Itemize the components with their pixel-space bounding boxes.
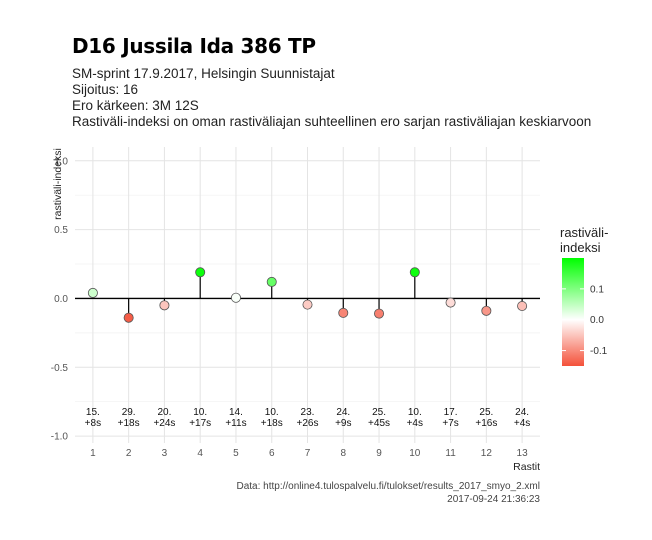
chart-title: D16 Jussila Ida 386 TP: [72, 34, 316, 58]
point-4: [195, 267, 206, 278]
legend-colorbar: [562, 258, 584, 366]
point-3: [159, 300, 170, 311]
data-source-caption: Data: http://online4.tulospalvelu.fi/tul…: [236, 481, 540, 492]
x-tick-label: 8: [340, 448, 346, 459]
point-label-rank-2: 29.: [122, 407, 136, 418]
point-label-rank-9: 25.: [372, 407, 386, 418]
legend-tick-label: 0.0: [590, 315, 604, 326]
point-label-rank-1: 15.: [86, 407, 100, 418]
point-12: [481, 305, 492, 316]
x-tick-label: 6: [269, 448, 275, 459]
point-1: [87, 287, 98, 298]
x-tick-label: 9: [376, 448, 382, 459]
point-label-diff-11: +7s: [442, 418, 458, 429]
point-label-diff-9: +45s: [368, 418, 390, 429]
point-label-rank-5: 14.: [229, 407, 243, 418]
x-tick-label: 3: [162, 448, 168, 459]
y-tick-label: 1.0: [54, 156, 68, 167]
point-label-diff-4: +17s: [189, 418, 211, 429]
point-label-rank-11: 17.: [444, 407, 458, 418]
legend-tick-label: 0.1: [590, 284, 604, 295]
legend-title-line-1: rastiväli-: [560, 225, 608, 240]
x-axis-ticks: 1 2 3 4 5 6 7 8 9 10 11 12 13: [90, 448, 528, 459]
x-tick-label: 13: [517, 448, 529, 459]
point-label-diff-3: +24s: [153, 418, 175, 429]
point-labels: 15.+8s29.+18s20.+24s10.+17s14.+11s10.+18…: [85, 407, 531, 429]
point-label-rank-6: 10.: [265, 407, 279, 418]
point-label-rank-13: 24.: [515, 407, 529, 418]
y-axis-ticks: 1.0 0.5 0.0 -0.5 -1.0: [51, 156, 69, 442]
chart-subtitle-line-4: Rastiväli-indeksi on oman rastiväliajan …: [72, 114, 592, 129]
chart-subtitle-line-1: SM-sprint 17.9.2017, Helsingin Suunnista…: [72, 66, 335, 81]
point-label-diff-10: +4s: [407, 418, 423, 429]
chart-subtitle-line-3: Ero kärkeen: 3M 12S: [72, 98, 199, 113]
x-tick-label: 11: [445, 448, 456, 459]
point-6: [266, 276, 277, 287]
point-7: [302, 299, 313, 310]
point-label-diff-2: +18s: [118, 418, 140, 429]
chart-subtitle-line-2: Sijoitus: 16: [72, 82, 139, 97]
point-9: [374, 308, 385, 319]
point-11: [445, 297, 456, 308]
x-tick-label: 5: [233, 448, 239, 459]
point-label-diff-7: +26s: [297, 418, 319, 429]
point-5: [230, 292, 241, 303]
y-tick-label: 0.0: [54, 294, 68, 305]
x-tick-label: 12: [481, 448, 493, 459]
point-label-diff-5: +11s: [225, 418, 246, 429]
legend-tick-label: -0.1: [590, 346, 608, 357]
x-tick-label: 1: [90, 448, 96, 459]
x-tick-label: 7: [305, 448, 311, 459]
point-label-rank-3: 20.: [157, 407, 171, 418]
x-axis-label: Rastit: [513, 461, 540, 473]
legend-ticks: 0.1 0.0 -0.1: [562, 284, 608, 357]
point-8: [338, 307, 349, 318]
y-axis-label: rastiväli-indeksi: [52, 148, 64, 220]
point-label-diff-12: +16s: [475, 418, 497, 429]
data-points: [87, 267, 528, 323]
point-label-rank-10: 10.: [408, 407, 422, 418]
point-label-rank-12: 25.: [479, 407, 493, 418]
point-2: [123, 312, 134, 323]
point-label-rank-4: 10.: [193, 407, 207, 418]
color-legend: rastiväli- indeksi 0.1 0.0 -0.1: [560, 225, 608, 366]
x-tick-label: 10: [409, 448, 421, 459]
y-tick-label: 0.5: [54, 225, 68, 236]
point-label-diff-8: +9s: [335, 418, 351, 429]
legend-title-line-2: indeksi: [560, 240, 601, 255]
x-tick-label: 2: [126, 448, 132, 459]
point-label-rank-7: 23.: [301, 407, 315, 418]
y-tick-label: -1.0: [51, 432, 69, 443]
point-label-diff-13: +4s: [514, 418, 530, 429]
point-label-diff-1: +8s: [85, 418, 101, 429]
x-tick-label: 4: [197, 448, 203, 459]
point-13: [517, 301, 528, 312]
point-label-diff-6: +18s: [261, 418, 283, 429]
timestamp-caption: 2017-09-24 21:36:23: [447, 494, 540, 505]
point-label-rank-8: 24.: [336, 407, 350, 418]
y-tick-label: -0.5: [51, 363, 69, 374]
grid-lines: [75, 147, 540, 443]
point-10: [409, 267, 420, 278]
